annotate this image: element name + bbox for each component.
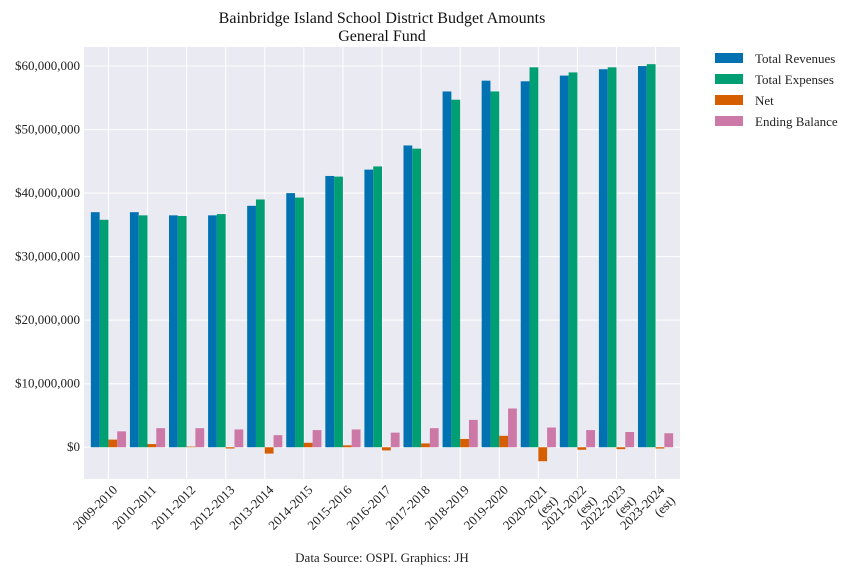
bar-total-expenses (490, 91, 500, 448)
bar-net (186, 446, 196, 448)
bar-ending-balance (625, 431, 635, 448)
bar-total-revenues (637, 66, 647, 448)
y-tick-label: $50,000,000 (15, 122, 80, 137)
bar-total-expenses (451, 99, 461, 448)
bar-total-revenues (442, 91, 452, 448)
bar-total-revenues (169, 215, 178, 448)
bar-total-expenses (334, 176, 343, 448)
y-tick-label: $30,000,000 (15, 249, 80, 264)
bar-ending-balance (664, 433, 674, 448)
y-tick-label: $0 (67, 439, 80, 454)
bar-ending-balance (351, 429, 361, 448)
legend-label: Total Revenues (755, 51, 835, 66)
bar-ending-balance (468, 419, 478, 448)
bar-total-expenses (529, 67, 539, 448)
x-axis-ticks: 2009-20102010-20112011-20122012-20132013… (70, 482, 678, 533)
legend-swatch (715, 74, 743, 84)
legend-label: Net (755, 93, 774, 108)
bar-ending-balance (234, 429, 244, 448)
bar-total-revenues (325, 175, 335, 448)
bar-total-expenses (216, 214, 226, 448)
bar-total-expenses (412, 148, 422, 448)
bar-total-revenues (481, 80, 491, 448)
bar-total-revenues (364, 169, 374, 448)
bar-net (460, 438, 469, 448)
bar-total-expenses (373, 166, 382, 448)
bar-total-revenues (247, 205, 256, 448)
bar-ending-balance (312, 430, 322, 448)
data-source-note: Data Source: OSPI. Graphics: JH (295, 550, 469, 565)
bar-total-revenues (129, 212, 139, 448)
bar-net (382, 447, 391, 451)
bar-total-revenues (520, 81, 530, 448)
bar-net (264, 447, 274, 454)
bar-ending-balance (429, 428, 439, 448)
y-tick-label: $60,000,000 (15, 58, 80, 73)
bar-ending-balance (195, 428, 205, 448)
bar-net (342, 445, 352, 448)
bar-net (499, 435, 509, 448)
bar-net (225, 447, 235, 449)
bar-net (655, 447, 665, 449)
bar-total-expenses (138, 215, 148, 448)
bar-total-revenues (598, 69, 608, 448)
bar-net (303, 442, 313, 448)
bar-total-expenses (255, 199, 265, 448)
bar-total-revenues (90, 212, 100, 448)
bar-net (147, 444, 157, 448)
bar-total-revenues (286, 193, 296, 448)
bar-total-expenses (177, 215, 187, 448)
bar-ending-balance (547, 427, 556, 448)
chart-subtitle: General Fund (338, 28, 426, 45)
bar-ending-balance (117, 431, 127, 448)
chart-title: Bainbridge Island School District Budget… (219, 10, 546, 27)
bar-total-expenses (646, 64, 656, 448)
legend-swatch (715, 95, 743, 105)
bar-total-expenses (568, 72, 578, 448)
bar-total-expenses (99, 219, 109, 448)
bar-net (616, 447, 626, 450)
legend-label: Ending Balance (755, 114, 838, 129)
bar-ending-balance (273, 435, 283, 448)
bar-ending-balance (390, 432, 400, 448)
legend: Total Revenues Total Expenses Net Ending Ba… (715, 51, 838, 129)
bar-total-expenses (295, 197, 304, 448)
y-axis-ticks: $0 $10,000,000 $20,000,000 $30,000,000 $40,0… (15, 58, 80, 454)
bar-net (421, 443, 430, 448)
bar-total-revenues (403, 145, 413, 448)
y-tick-label: $20,000,000 (15, 312, 80, 327)
bar-net (108, 439, 118, 448)
bar-ending-balance (508, 408, 517, 448)
legend-swatch (715, 53, 743, 63)
bar-total-expenses (607, 67, 617, 448)
bar-ending-balance (156, 428, 166, 448)
bar-net (538, 447, 548, 462)
bar-net (577, 447, 587, 450)
bar-ending-balance (586, 430, 595, 448)
bars (90, 64, 674, 462)
bar-total-revenues (208, 215, 217, 448)
y-tick-label: $40,000,000 (15, 185, 80, 200)
legend-label: Total Expenses (755, 72, 834, 87)
legend-swatch (715, 116, 743, 126)
y-tick-label: $10,000,000 (15, 376, 80, 391)
bar-total-revenues (559, 75, 569, 448)
